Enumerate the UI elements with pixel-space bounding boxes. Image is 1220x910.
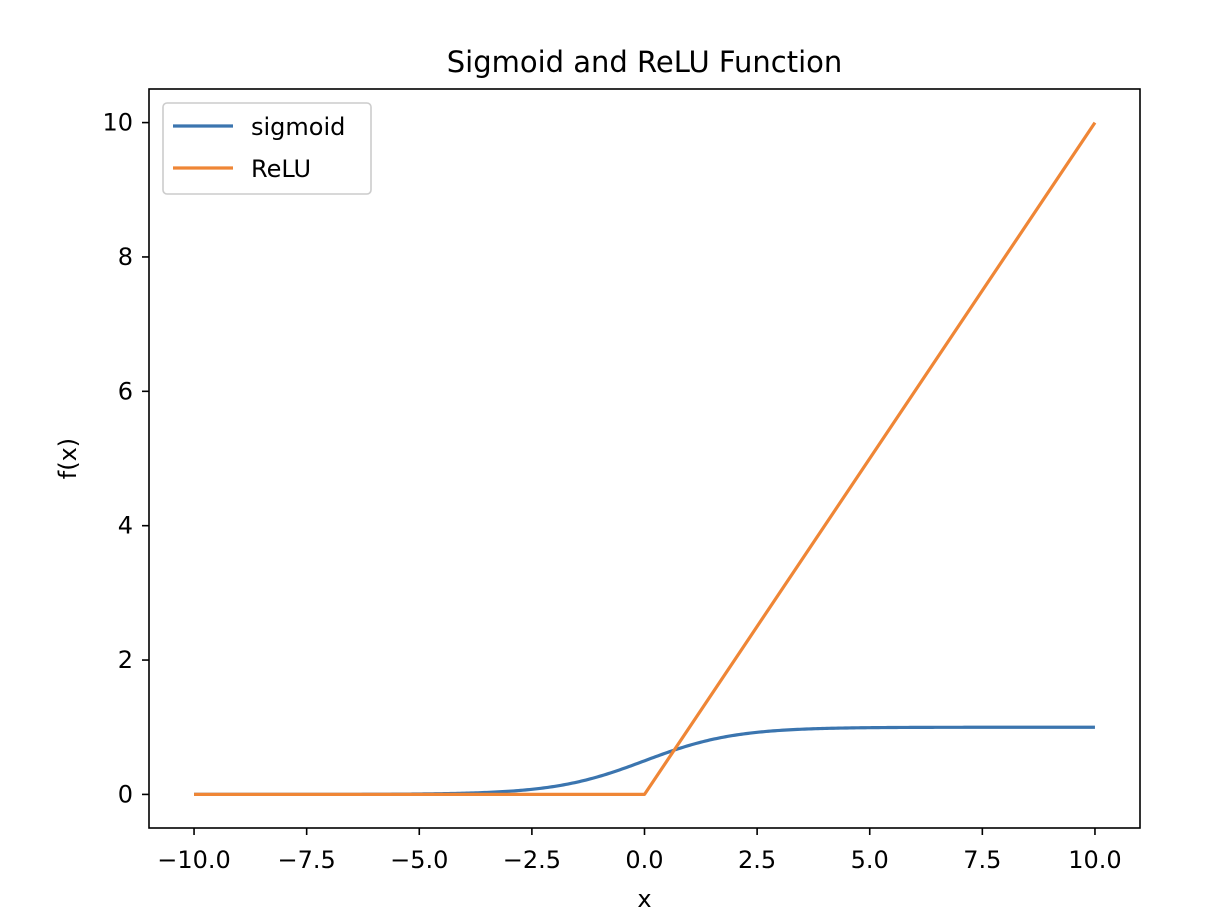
legend-label: ReLU bbox=[251, 155, 311, 183]
y-tick-label: 2 bbox=[118, 646, 133, 674]
y-tick-label: 8 bbox=[118, 243, 133, 271]
chart-title: Sigmoid and ReLU Function bbox=[447, 45, 843, 79]
x-tick-label: 0.0 bbox=[625, 846, 663, 874]
series-layer bbox=[194, 121, 1097, 797]
x-tick-label: −10.0 bbox=[157, 846, 231, 874]
x-tick-label: −2.5 bbox=[503, 846, 561, 874]
series-line-relu bbox=[194, 121, 1097, 797]
x-tick-label: 7.5 bbox=[963, 846, 1001, 874]
x-tick-label: −5.0 bbox=[390, 846, 448, 874]
x-tick-label: 2.5 bbox=[738, 846, 776, 874]
y-tick-label: 4 bbox=[118, 512, 133, 540]
y-axis-ticks: 0 2 4 6 8 10 bbox=[102, 109, 149, 808]
series-line-sigmoid bbox=[194, 725, 1095, 797]
y-tick-label: 0 bbox=[118, 780, 133, 808]
x-tick-label: −7.5 bbox=[278, 846, 336, 874]
axes-frame bbox=[148, 88, 1141, 829]
legend-label: sigmoid bbox=[251, 113, 345, 141]
x-tick-label: 10.0 bbox=[1068, 846, 1121, 874]
y-tick-label: 6 bbox=[118, 377, 133, 405]
x-axis-ticks: −10.0 −7.5 −5.0 −2.5 0.0 2.5 5.0 7.5 10.0 bbox=[157, 828, 1122, 874]
x-tick-label: 5.0 bbox=[851, 846, 889, 874]
legend: sigmoid ReLU bbox=[162, 102, 372, 195]
y-tick-label: 10 bbox=[102, 109, 133, 137]
x-axis-title: x bbox=[637, 885, 651, 910]
y-axis-title: f(x) bbox=[54, 438, 82, 479]
